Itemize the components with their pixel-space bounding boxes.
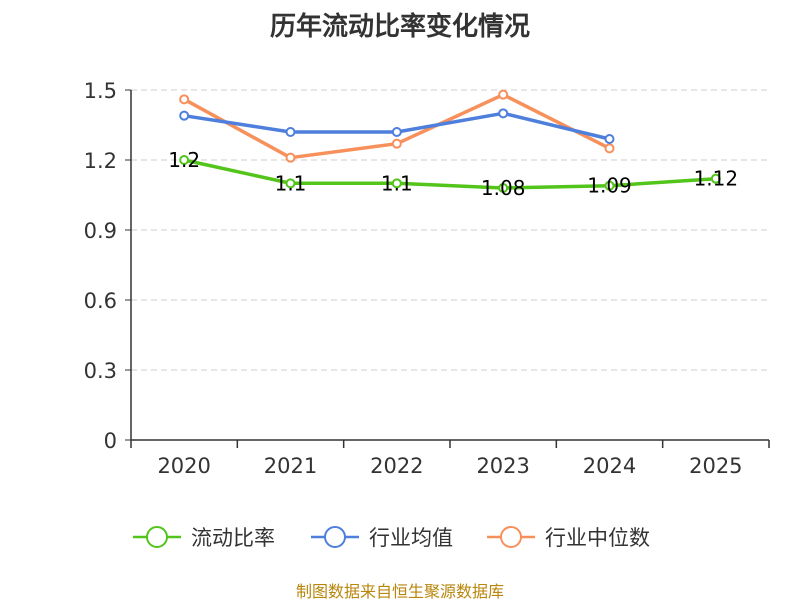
data-point[interactable] <box>604 134 615 144</box>
data-point[interactable] <box>285 127 296 137</box>
legend-label: 行业中位数 <box>545 526 650 550</box>
y-tick-label: 0.9 <box>84 219 117 243</box>
legend-label: 流动比率 <box>191 526 275 550</box>
data-point[interactable] <box>391 138 402 149</box>
legend-marker <box>500 526 522 548</box>
data-point[interactable] <box>498 108 509 119</box>
axes: 0 0.3 0.6 0.9 1.2 1.5 2020 2021 2022 2023 2024 2025 <box>84 79 770 478</box>
data-point[interactable] <box>498 183 509 193</box>
y-tick-label: 0 <box>104 429 117 453</box>
data-point[interactable] <box>710 173 721 184</box>
x-tick-label: 2025 <box>689 454 742 478</box>
y-tick-label: 0.6 <box>84 289 117 313</box>
legend-label: 行业均值 <box>369 526 453 550</box>
legend-item[interactable]: 流动比率 <box>133 526 275 550</box>
data-label: 1.09 <box>587 174 632 198</box>
data-point[interactable] <box>179 110 190 121</box>
source-note: 制图数据来自恒生聚源数据库 <box>295 582 504 601</box>
data-point[interactable] <box>498 89 509 100</box>
legend-marker <box>146 526 168 548</box>
series-lines <box>179 89 721 193</box>
data-point[interactable] <box>179 155 190 165</box>
data-label: 1.08 <box>481 176 526 200</box>
legend[interactable]: 流动比率 行业均值 行业中位数 <box>133 526 650 550</box>
x-tick-label: 2021 <box>264 454 317 478</box>
y-tick-label: 1.5 <box>84 79 117 103</box>
legend-marker <box>324 526 346 548</box>
x-tick-label: 2020 <box>157 454 210 478</box>
chart-title: 历年流动比率变化情况 <box>269 12 530 42</box>
data-label: 1.2 <box>168 148 200 172</box>
data-label: 1.1 <box>381 171 413 195</box>
grid-lines <box>131 89 769 371</box>
legend-item[interactable]: 行业中位数 <box>487 526 650 550</box>
legend-item[interactable]: 行业均值 <box>311 526 453 550</box>
data-point[interactable] <box>179 94 190 105</box>
data-point[interactable] <box>285 152 296 163</box>
y-tick-label: 0.3 <box>84 359 117 383</box>
series-line <box>182 158 718 190</box>
data-point[interactable] <box>391 127 402 137</box>
x-tick-label: 2023 <box>476 454 529 478</box>
x-tick-label: 2024 <box>583 454 636 478</box>
data-label: 1.12 <box>694 167 739 191</box>
data-label: 1.1 <box>275 171 307 195</box>
data-labels: 1.2 1.1 1.1 1.08 1.09 1.12 <box>168 148 738 200</box>
x-tick-label: 2022 <box>370 454 423 478</box>
data-point[interactable] <box>285 178 296 189</box>
data-point[interactable] <box>391 178 402 189</box>
data-point[interactable] <box>604 180 615 191</box>
data-point[interactable] <box>604 143 615 154</box>
y-tick-label: 1.2 <box>84 149 117 173</box>
